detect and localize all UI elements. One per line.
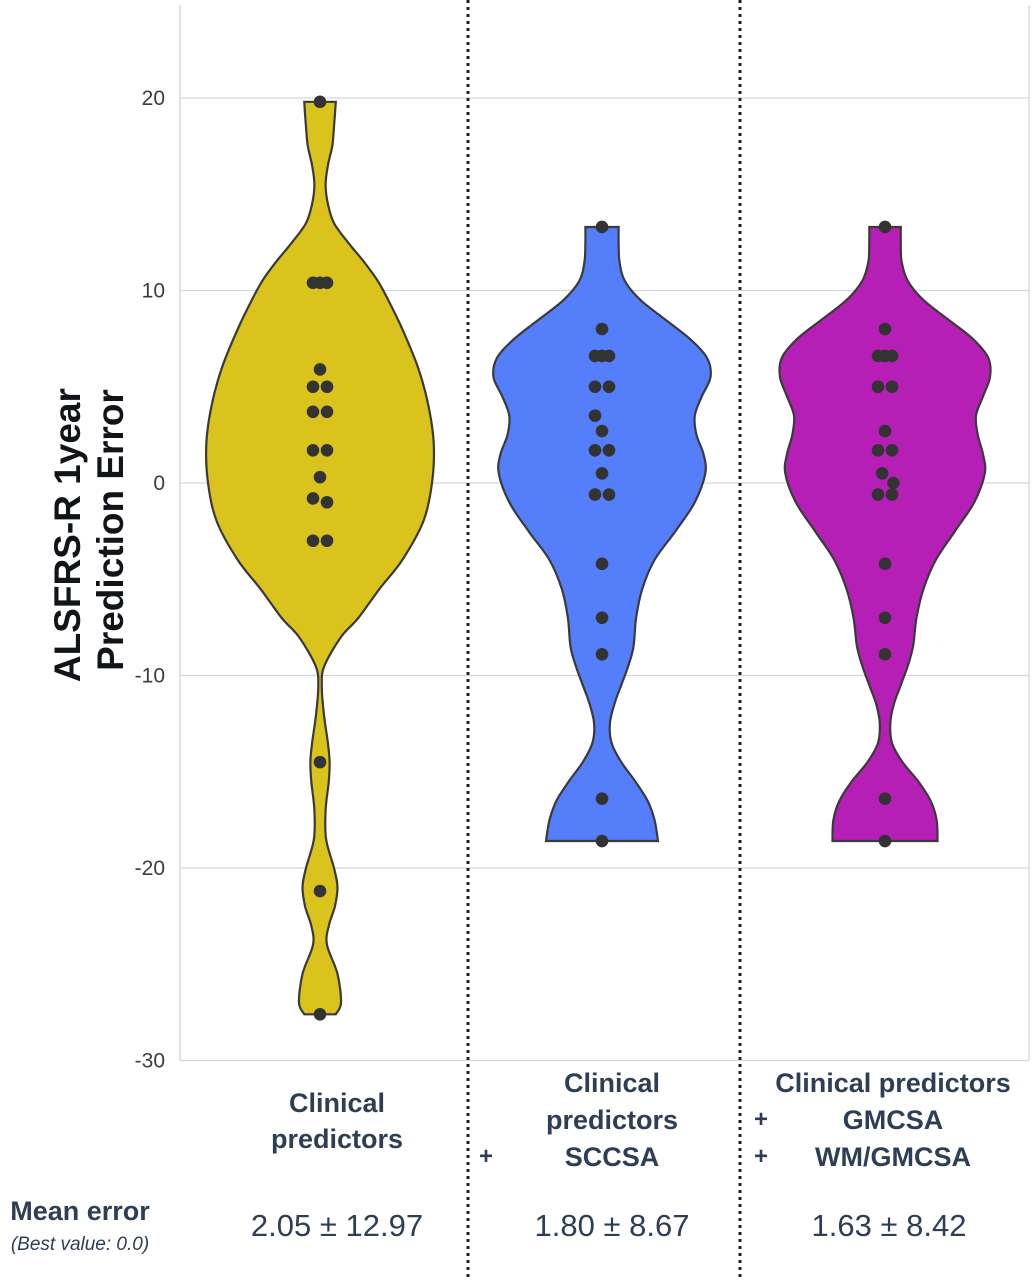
data-point (602, 380, 616, 394)
violin-2 (492, 225, 712, 843)
data-point (878, 834, 892, 848)
mean-error-value: 1.63 ± 8.42 (812, 1208, 967, 1243)
data-point (878, 792, 892, 805)
data-point (885, 443, 899, 457)
data-point (885, 380, 899, 394)
data-point (313, 884, 327, 898)
violin-3 (778, 225, 992, 843)
data-point (875, 467, 889, 480)
plus-sign: + (754, 1143, 768, 1170)
data-point (320, 380, 334, 394)
y-tick-label: 0 (153, 472, 165, 495)
data-point (306, 534, 320, 548)
category-label-line: predictors (546, 1105, 678, 1135)
data-point (320, 495, 334, 509)
data-point (595, 611, 609, 625)
data-point (313, 95, 327, 109)
data-point (306, 405, 320, 419)
data-point (588, 409, 602, 422)
data-point (595, 220, 609, 234)
y-tick-label: -20 (135, 857, 165, 880)
violin-1 (204, 100, 436, 1016)
data-point (602, 349, 616, 363)
data-point (887, 476, 900, 490)
category-label-line: GMCSA (843, 1105, 944, 1135)
category-label-line: Clinical predictors (775, 1068, 1011, 1098)
y-tick-label: -10 (135, 665, 165, 688)
data-point (306, 380, 320, 394)
mean-error-value: 1.80 ± 8.67 (535, 1208, 690, 1243)
y-tick-label: 20 (142, 87, 165, 110)
category-labels: Clinical predictors Clinical predictors SCCS… (271, 1068, 1011, 1172)
data-point (878, 557, 892, 571)
data-point (313, 363, 327, 376)
y-axis-label: ALSFRS-R 1year Prediction Error (47, 378, 131, 682)
y-axis-label-line-1: ALSFRS-R 1year (47, 388, 88, 682)
data-point (871, 443, 885, 457)
data-point (595, 467, 609, 480)
data-point (878, 648, 892, 661)
data-point (313, 755, 327, 769)
y-axis-label-line-2: Prediction Error (90, 389, 131, 671)
data-point (306, 443, 320, 457)
data-point (588, 443, 602, 457)
data-point (885, 349, 899, 363)
data-point (595, 792, 609, 805)
data-point (878, 611, 892, 625)
data-point (871, 488, 885, 501)
mean-error-title: Mean error (10, 1196, 150, 1226)
plus-sign: + (754, 1106, 768, 1133)
data-point (595, 648, 609, 661)
data-point (878, 220, 892, 234)
data-point (878, 322, 892, 336)
category-label-line: Clinical (289, 1088, 385, 1118)
mean-error-note: (Best value: 0.0) (11, 1234, 149, 1255)
data-point (871, 380, 885, 394)
data-point (320, 443, 334, 457)
category-label-line: Clinical (564, 1068, 660, 1098)
separator-layer (466, 0, 742, 1280)
data-point (313, 1008, 327, 1021)
data-point (595, 834, 609, 848)
data-point (588, 488, 602, 501)
data-point (602, 443, 616, 457)
data-point (595, 322, 609, 336)
data-point (602, 488, 616, 501)
data-point (885, 488, 899, 501)
data-point (595, 424, 609, 438)
data-point (306, 492, 320, 505)
y-tick-label: 10 (142, 280, 165, 303)
data-point (320, 405, 334, 419)
category-label-line: WM/GMCSA (815, 1142, 971, 1172)
y-tick-labels: 20 10 0 -10 -20 -30 (135, 87, 165, 1073)
data-point (313, 470, 327, 484)
mean-error-row: Mean error (Best value: 0.0) 2.05 ± 12.9… (10, 1196, 966, 1255)
data-point (878, 424, 892, 438)
data-point (595, 557, 609, 571)
dot-layer (306, 95, 900, 1021)
plus-sign: + (479, 1143, 493, 1170)
category-label-line: SCCSA (565, 1142, 660, 1172)
data-point (320, 534, 334, 548)
plot-frame (179, 5, 1030, 1061)
violin-layer (204, 100, 992, 1016)
category-label-line: predictors (271, 1124, 403, 1154)
data-point (588, 380, 602, 394)
mean-error-value: 2.05 ± 12.97 (251, 1208, 423, 1243)
data-point (320, 276, 334, 290)
y-tick-label: -30 (135, 1050, 165, 1073)
